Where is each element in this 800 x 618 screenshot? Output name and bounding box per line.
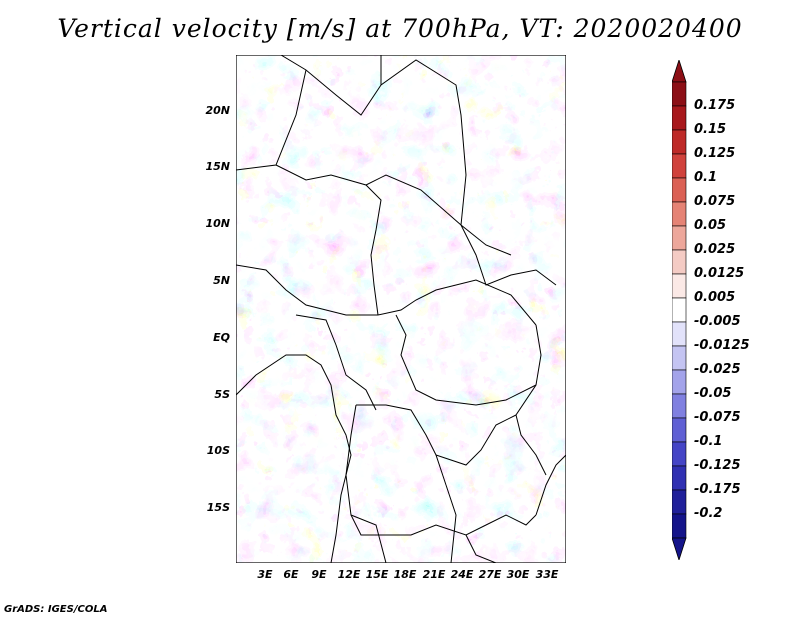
- colorbar-segment: [672, 81, 687, 107]
- colorbar-segment: [672, 369, 687, 395]
- lon-label: 15E: [365, 568, 389, 581]
- colorbar-label: 0.175: [694, 98, 736, 113]
- colorbar-label: -0.175: [694, 482, 741, 497]
- colorbar-segment: [672, 489, 687, 515]
- grads-credit: GrADS: IGES/COLA: [4, 604, 108, 615]
- lon-label: 12E: [337, 568, 361, 581]
- lat-label: 15S: [206, 501, 230, 514]
- colorbar-label: -0.125: [694, 458, 741, 473]
- colorbar-segment: [672, 249, 687, 275]
- lat-label: 5S: [214, 388, 230, 401]
- colorbar-segment: [672, 513, 687, 539]
- colorbar-segment: [672, 153, 687, 179]
- colorbar-label: -0.2: [694, 506, 723, 521]
- colorbar-label: -0.05: [694, 386, 732, 401]
- colorbar: [672, 60, 687, 560]
- colorbar-bottom-arrow: [672, 537, 687, 560]
- colorbar-top-arrow: [672, 60, 687, 83]
- lat-label: 10S: [206, 444, 230, 457]
- colorbar-label: 0.0125: [694, 266, 745, 281]
- lat-label: 10N: [205, 217, 230, 230]
- colorbar-segment: [672, 393, 687, 419]
- colorbar-segment: [672, 273, 687, 299]
- colorbar-label: 0.005: [694, 290, 736, 305]
- colorbar-label: -0.0125: [694, 338, 750, 353]
- colorbar-segment: [672, 321, 687, 347]
- colorbar-segment: [672, 345, 687, 371]
- colorbar-segment: [672, 105, 687, 131]
- lon-label: 21E: [422, 568, 446, 581]
- map-panel: [236, 55, 566, 563]
- colorbar-segment: [672, 297, 687, 323]
- colorbar-label: -0.025: [694, 362, 741, 377]
- lon-label: 18E: [393, 568, 417, 581]
- chart-title: Vertical velocity [m/s] at 700hPa, VT: 2…: [57, 14, 743, 43]
- lon-label: 33E: [535, 568, 559, 581]
- colorbar-segment: [672, 177, 687, 203]
- colorbar-label: 0.125: [694, 146, 736, 161]
- lon-label: 9E: [311, 568, 327, 581]
- lat-label: EQ: [213, 331, 230, 344]
- colorbar-label: 0.15: [694, 122, 727, 137]
- colorbar-label: -0.005: [694, 314, 741, 329]
- colorbar-label: 0.025: [694, 242, 736, 257]
- colorbar-segment: [672, 417, 687, 443]
- lon-label: 27E: [478, 568, 502, 581]
- colorbar-segment: [672, 465, 687, 491]
- colorbar-label: -0.1: [694, 434, 723, 449]
- vertical-velocity-field: [236, 55, 566, 563]
- lon-label: 3E: [257, 568, 273, 581]
- colorbar-label: -0.075: [694, 410, 741, 425]
- lat-label: 15N: [205, 160, 230, 173]
- lat-label: 20N: [205, 104, 230, 117]
- colorbar-label: 0.075: [694, 194, 736, 209]
- lon-label: 6E: [283, 568, 299, 581]
- colorbar-segment: [672, 129, 687, 155]
- colorbar-segment: [672, 201, 687, 227]
- country-borders: [236, 55, 566, 563]
- colorbar-label: 0.05: [694, 218, 727, 233]
- lat-label: 5N: [213, 274, 230, 287]
- lon-label: 24E: [450, 568, 474, 581]
- colorbar-label: 0.1: [694, 170, 718, 185]
- lon-label: 30E: [506, 568, 530, 581]
- colorbar-segment: [672, 225, 687, 251]
- colorbar-segment: [672, 441, 687, 467]
